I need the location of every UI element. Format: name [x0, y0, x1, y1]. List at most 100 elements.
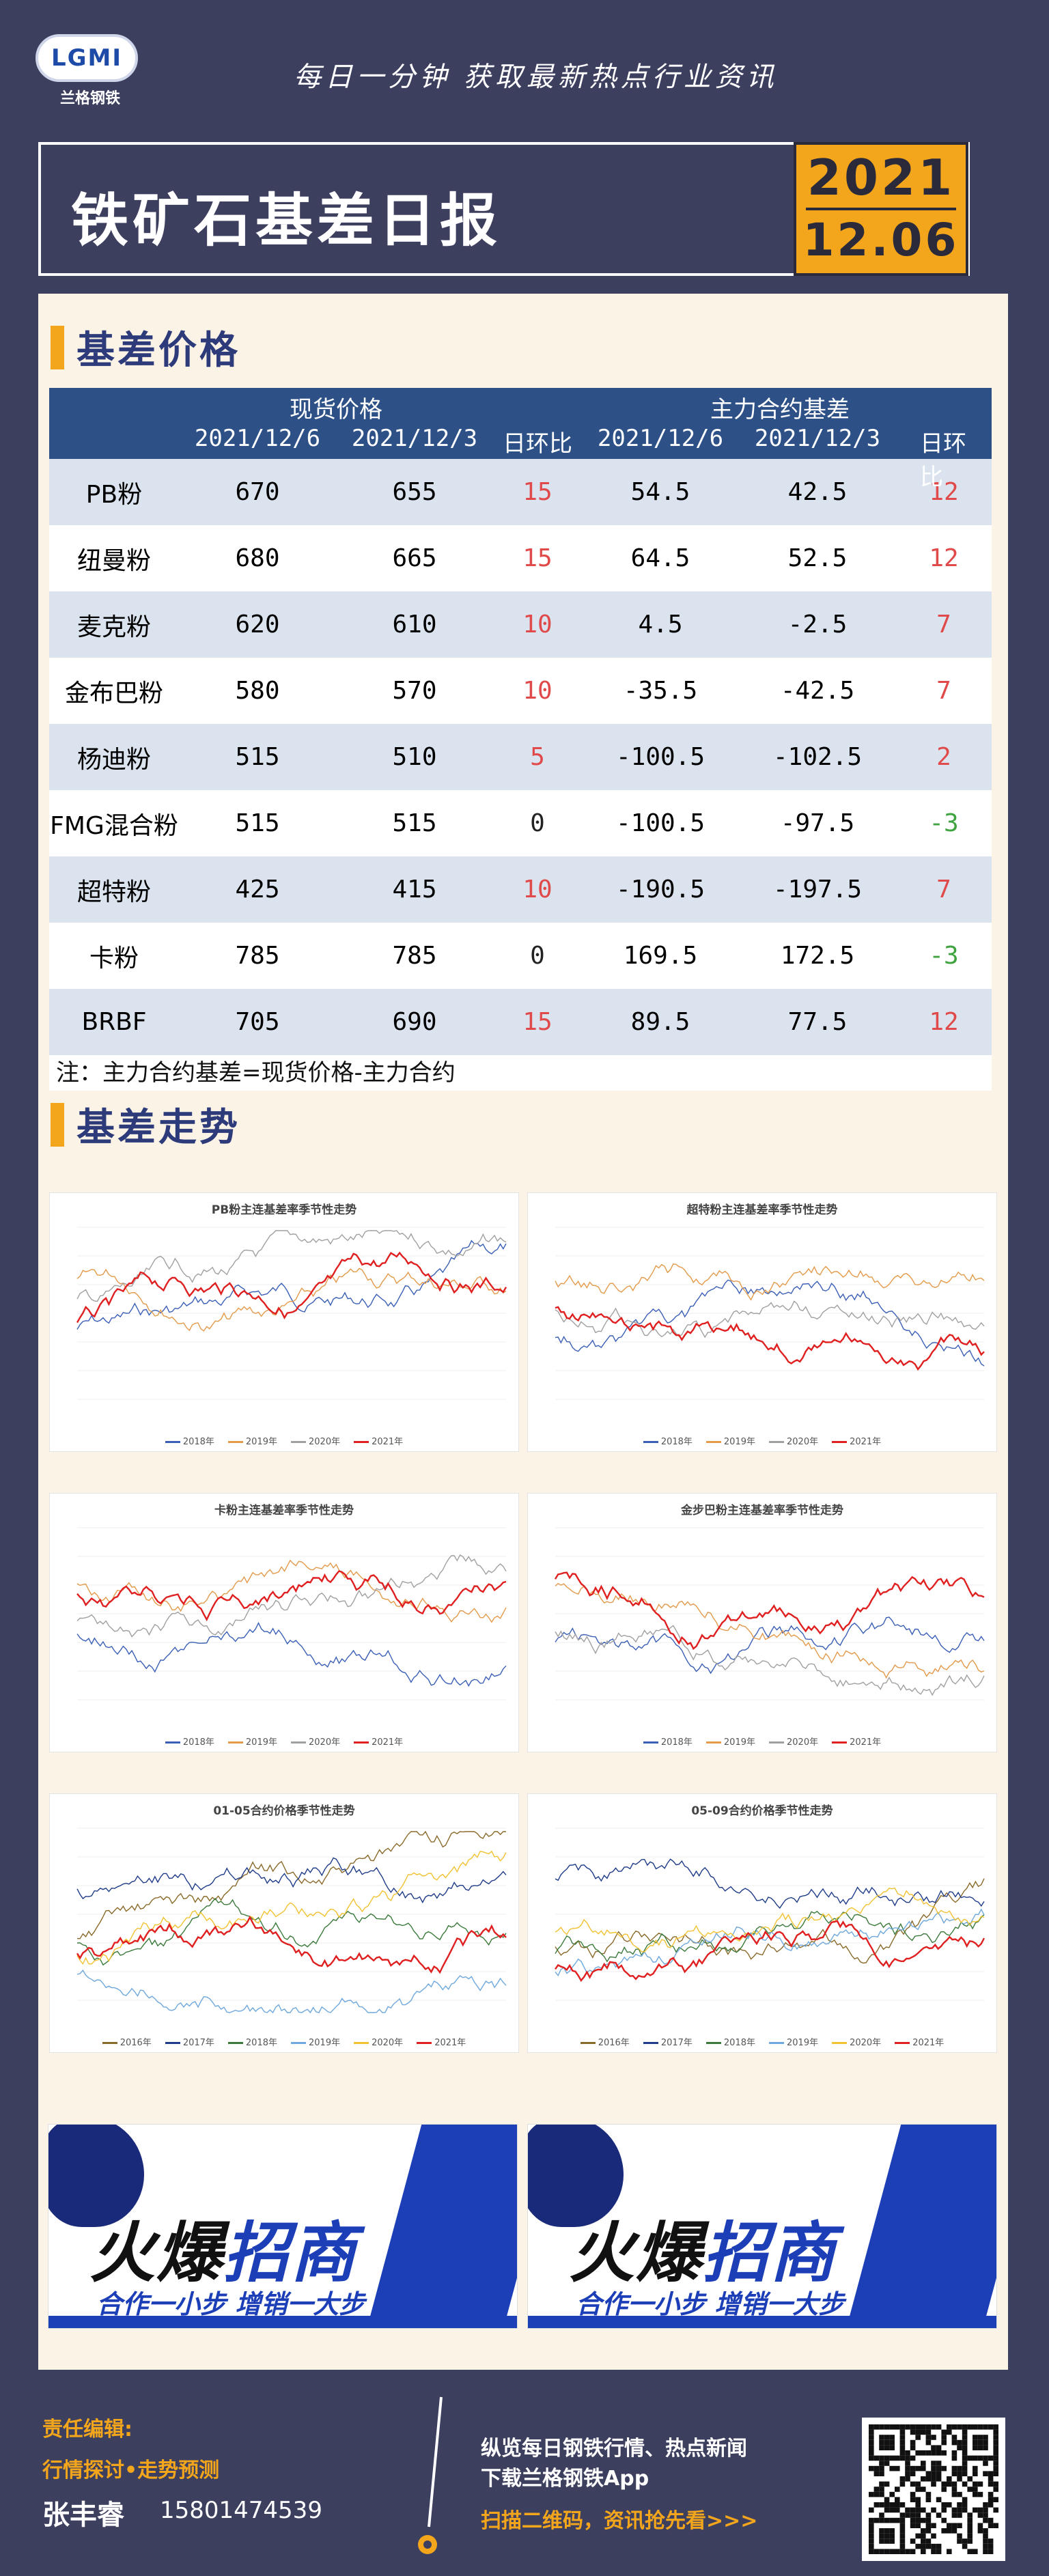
legend-swatch — [165, 1741, 180, 1744]
cell-spot-previous: 570 — [392, 677, 437, 705]
chart-legend: 2018年 2019年 2020年 2021年 — [50, 1735, 518, 1748]
qr-code[interactable] — [862, 2418, 1005, 2561]
cell-spot-current: 670 — [235, 478, 280, 506]
cell-basis-change: -3 — [929, 942, 959, 970]
page-title: 铁矿石基差日报 — [71, 187, 502, 254]
brand-logo: LGMI 兰格钢铁 — [36, 34, 145, 109]
ad-headline: 火爆招商 — [89, 2200, 357, 2295]
app-promo-line3: 扫描二维码，资讯抢先看>>> — [481, 2509, 758, 2533]
ad-headline-b: 招商 — [703, 2215, 837, 2291]
cell-spot-change: 10 — [522, 677, 553, 705]
legend-swatch — [227, 1441, 243, 1443]
ad-ink-splash — [48, 2125, 144, 2227]
ad-blue-stroke — [363, 2125, 517, 2328]
cell-basis-change: 12 — [929, 478, 959, 506]
legend-label: 2019年 — [723, 1737, 755, 1748]
app-promo-line1: 纵览每日钢铁行情、热点新闻 — [481, 2437, 747, 2461]
section-bar — [51, 1102, 64, 1147]
ad-blue-stroke — [842, 2125, 996, 2328]
legend-item: 2017年 — [643, 2038, 693, 2048]
legend-swatch — [769, 2042, 784, 2044]
series-line — [555, 1263, 985, 1301]
header-basis-date1: 2021/12/6 — [597, 425, 724, 452]
ad-blue-band — [48, 2316, 517, 2328]
cell-basis-previous: -42.5 — [780, 677, 855, 705]
table-body: PB粉 670 655 15 54.5 42.5 12 纽曼粉 680 665 15 64.5 52.5… — [49, 459, 992, 1055]
legend-label: 2016年 — [598, 2038, 630, 2048]
logo-badge: LGMI — [36, 34, 138, 82]
ad-ink-splash — [528, 2125, 624, 2227]
legend-item: 2021年 — [832, 1437, 881, 1447]
section-header-basis-trend: 基差走势 — [51, 1097, 240, 1152]
table-row: 金布巴粉 580 570 10 -35.5 -42.5 7 — [49, 658, 992, 724]
cell-spot-current: 580 — [235, 677, 280, 705]
legend-swatch — [832, 2042, 848, 2044]
section-bar — [51, 325, 64, 369]
legend-swatch — [895, 2042, 910, 2044]
legend-swatch — [705, 2042, 721, 2044]
series-line — [76, 1830, 506, 1940]
legend-item: 2020年 — [769, 1737, 818, 1748]
legend-label: 2018年 — [182, 1437, 214, 1447]
legend-label: 2018年 — [660, 1737, 693, 1748]
chart-legend: 2018年 2019年 2020年 2021年 — [528, 1434, 996, 1447]
cell-spot-change: 0 — [530, 809, 545, 837]
legend-item: 2020年 — [832, 2038, 881, 2048]
cell-basis-current: 4.5 — [638, 611, 683, 639]
legend-item: 2018年 — [643, 1437, 693, 1447]
section-header-basis-price: 基差价格 — [51, 320, 240, 375]
editor-phone[interactable]: 15801474539 — [160, 2497, 322, 2524]
series-line — [76, 1915, 507, 1974]
legend-label: 2018年 — [245, 2038, 277, 2048]
chart-legend: 2018年 2019年 2020年 2021年 — [50, 1434, 518, 1447]
cell-basis-current: 54.5 — [630, 478, 690, 506]
series-line — [555, 1888, 985, 1952]
title-box: 铁矿石基差日报 — [38, 142, 970, 276]
cell-basis-previous: 52.5 — [787, 544, 848, 572]
cell-spot-previous: 665 — [392, 544, 437, 572]
ad-banner-left[interactable]: 火爆招商 合作一小步 增销一大步 — [48, 2124, 518, 2329]
table-row: BRBF 705 690 15 89.5 77.5 12 — [49, 989, 992, 1055]
legend-item: 2018年 — [227, 2038, 277, 2048]
legend-item: 2019年 — [227, 1437, 277, 1447]
chart-title: PB粉主连基差率季节性走势 — [211, 1203, 357, 1217]
app-promo-line2: 下载兰格钢铁App — [481, 2467, 649, 2491]
series-line — [76, 1240, 507, 1330]
series-line — [555, 1300, 985, 1339]
chart-plot — [554, 1527, 985, 1700]
ad-banner-right[interactable]: 火爆招商 合作一小步 增销一大步 — [527, 2124, 997, 2329]
cell-spot-current: 785 — [235, 942, 280, 970]
legend-label: 2020年 — [850, 2038, 882, 2048]
legend-swatch — [291, 1741, 306, 1744]
cell-spot-previous: 510 — [392, 743, 437, 771]
ad-headline-a: 火爆 — [89, 2215, 223, 2291]
cell-basis-previous: -197.5 — [772, 876, 863, 904]
legend-swatch — [643, 1741, 658, 1744]
legend-swatch — [291, 1441, 306, 1443]
main-panel: 基差价格 现货价格 主力合约基差 2021/12/6 2021/12/3 日环比… — [38, 294, 1008, 2370]
series-line — [555, 1858, 985, 1909]
footer: 责任编辑: 行情探讨•走势预测 张丰睿 15801474539 纵览每日钢铁行情… — [0, 2377, 1049, 2576]
cell-spot-change: 15 — [522, 1008, 553, 1036]
series-line — [555, 1920, 985, 1983]
ad-headline-a: 火爆 — [569, 2215, 703, 2291]
legend-swatch — [354, 1441, 369, 1443]
legend-item: 2017年 — [165, 2038, 214, 2048]
legend-label: 2017年 — [182, 2038, 214, 2048]
series-line — [76, 1570, 507, 1622]
legend-item: 2020年 — [291, 1737, 340, 1748]
table-row: PB粉 670 655 15 54.5 42.5 12 — [49, 459, 992, 525]
header-spot-date1: 2021/12/6 — [194, 425, 321, 452]
chart-title: 05-09合约价格季节性走势 — [691, 1804, 833, 1818]
chart-panel: 05-09合约价格季节性走势 2016年 2017年 2018年 2019年 2020年 2… — [527, 1793, 997, 2053]
slogan: 每日一分钟 获取最新热点行业资讯 — [294, 61, 778, 93]
cell-basis-current: 64.5 — [630, 544, 690, 572]
series-line — [76, 1268, 507, 1332]
cell-basis-change: -3 — [929, 809, 959, 837]
cell-basis-current: -100.5 — [615, 743, 705, 771]
legend-item: 2018年 — [643, 1737, 693, 1748]
cell-spot-previous: 515 — [392, 809, 437, 837]
series-line — [76, 1230, 507, 1302]
series-line — [555, 1911, 985, 1963]
legend-item: 2019年 — [291, 2038, 340, 2048]
